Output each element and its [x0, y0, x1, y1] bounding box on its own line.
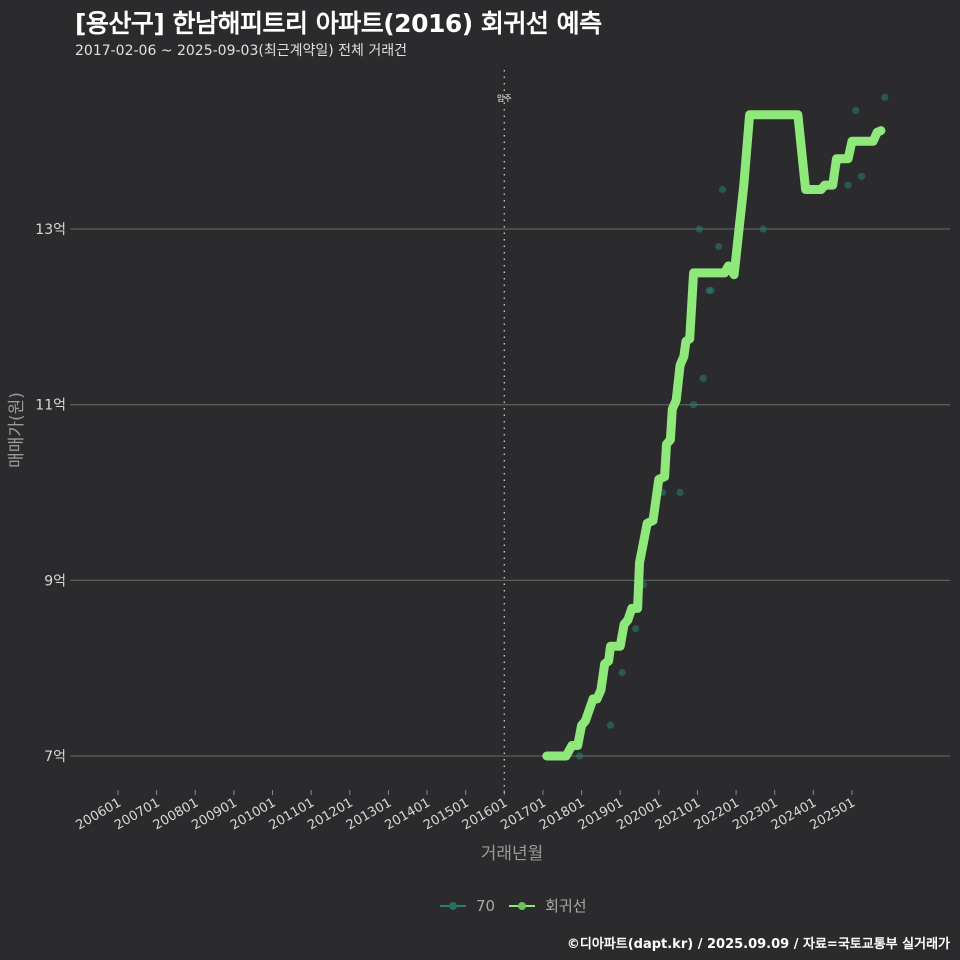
chart-subtitle: 2017-02-06 ~ 2025-09-03(최근계약일) 전체 거래건	[75, 43, 407, 59]
legend-item-70: 70	[440, 897, 495, 915]
legend-label: 70	[476, 896, 496, 915]
gridlines	[70, 228, 950, 757]
scatter-series	[576, 93, 889, 760]
legend: 70 회귀선	[440, 895, 601, 916]
y-tick-label: 13억	[35, 222, 66, 238]
y-tick-label: 7억	[44, 749, 66, 765]
legend-label: 회귀선	[545, 897, 587, 915]
scatter-point	[689, 401, 698, 409]
legend-swatch-line-icon	[509, 898, 536, 914]
vline-label: 입주	[497, 94, 512, 103]
scatter-point	[695, 225, 703, 233]
chart-title: [용산구] 한남해피트리 아파트(2016) 회귀선 예측	[75, 9, 602, 38]
y-tick-label: 11억	[35, 398, 66, 414]
scatter-point	[676, 488, 684, 497]
regression-line	[542, 110, 886, 761]
y-tick-label: 9억	[44, 573, 66, 589]
scatter-point	[707, 286, 715, 295]
move-in-vline: 입주	[497, 70, 512, 793]
scatter-point	[881, 93, 889, 101]
scatter-point	[715, 242, 723, 251]
source-caption: ©디아파트(dapt.kr) / 2025.09.09 / 자료=국토교통부 실…	[566, 937, 950, 952]
legend-item-regression: 회귀선	[509, 895, 587, 916]
scatter-point	[858, 172, 866, 180]
scatter-point	[852, 106, 860, 115]
scatter-point	[618, 668, 626, 677]
y-axis-title: 매매가(원)	[7, 392, 27, 468]
x-axis-title: 거래년월	[481, 844, 544, 864]
scatter-point	[576, 752, 584, 760]
legend-swatch-scatter-icon	[440, 898, 466, 914]
y-axis-labels: 7억 9억 11억 13억	[35, 222, 66, 765]
scatter-point	[844, 181, 852, 189]
scatter-point	[699, 374, 707, 382]
scatter-point	[718, 185, 727, 194]
regression-path	[542, 110, 886, 761]
scatter-point	[606, 721, 615, 729]
scatter-point	[632, 625, 640, 633]
scatter-point	[759, 225, 767, 233]
x-axis-ticks: 2006012007012008012009012010012011012012…	[74, 790, 858, 833]
